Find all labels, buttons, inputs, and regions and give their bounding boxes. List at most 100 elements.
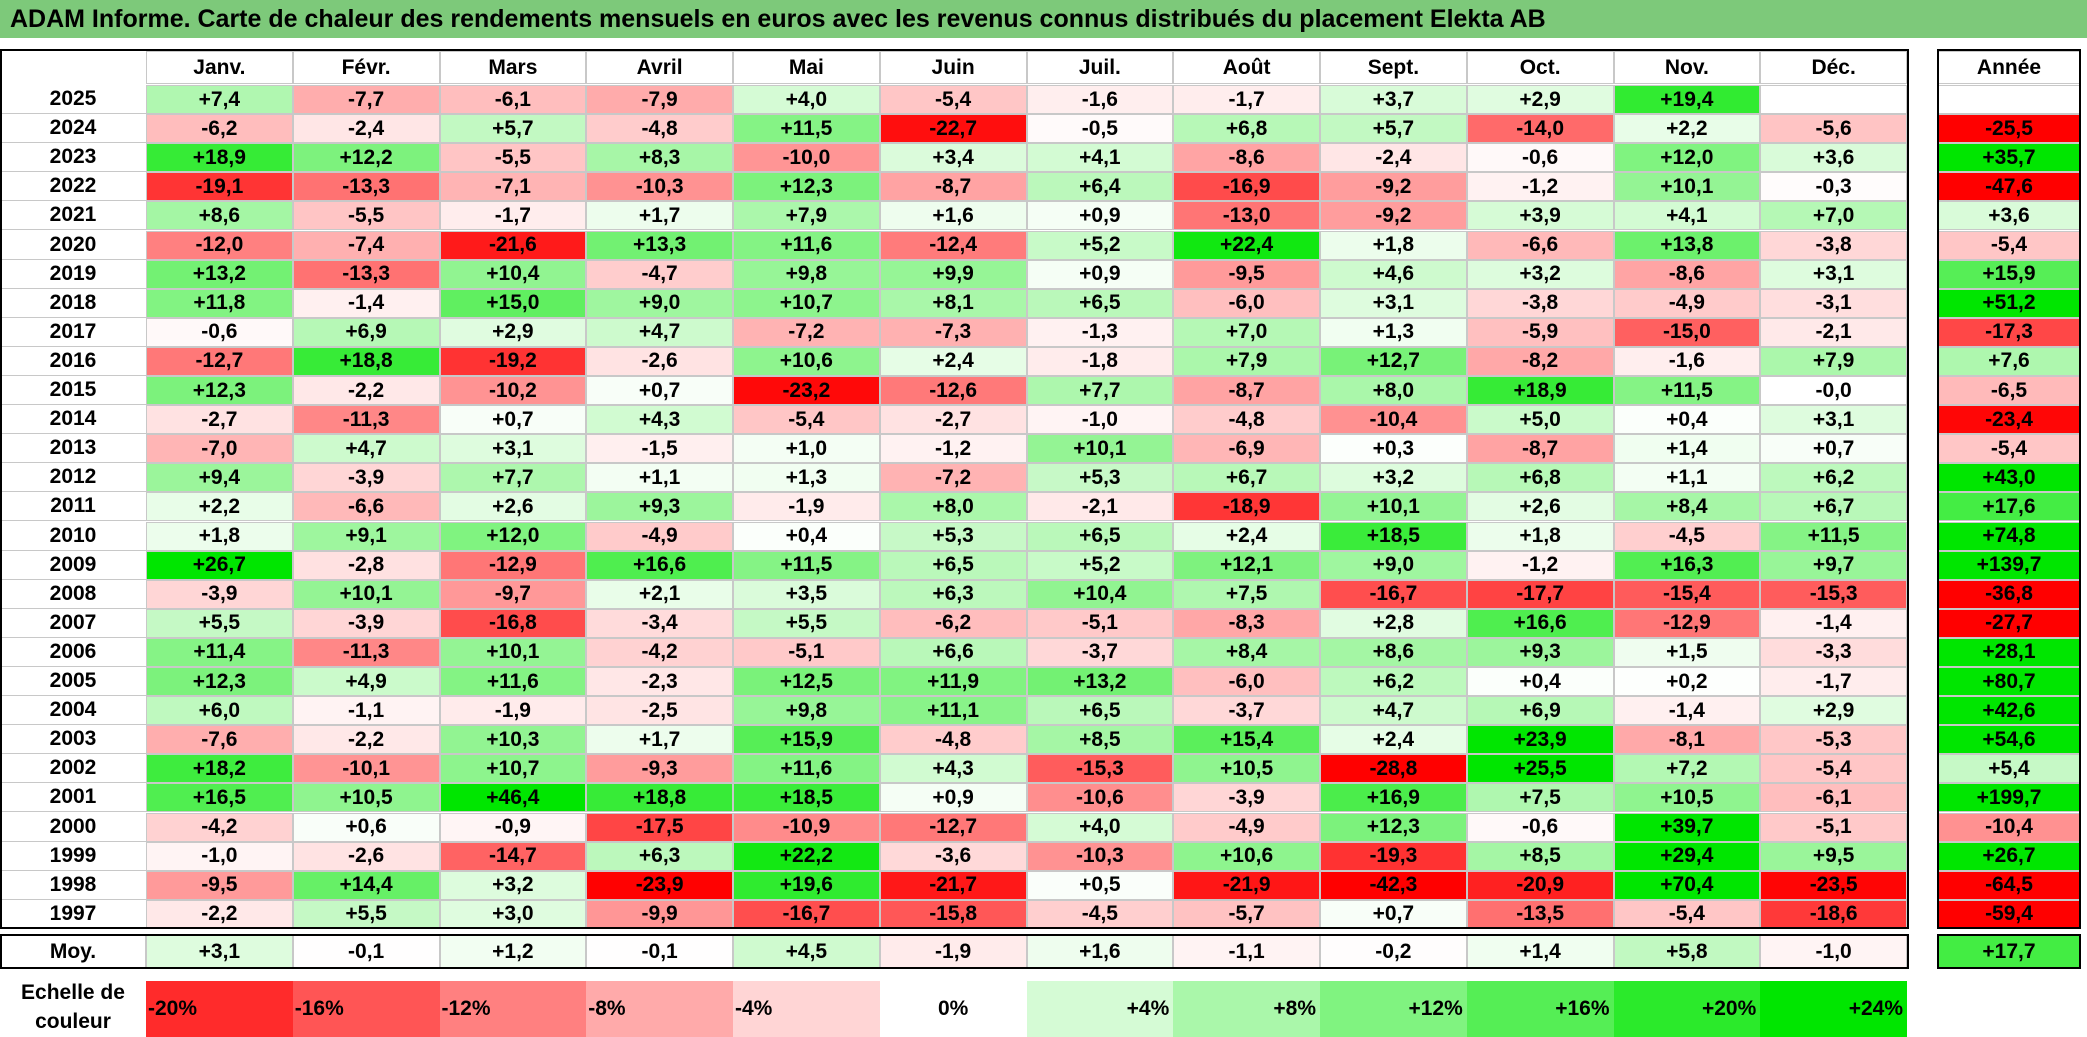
heatmap-cell: -6,6 xyxy=(292,492,440,522)
heatmap-cell: -0,6 xyxy=(1466,812,1614,842)
heatmap-cell: +12,5 xyxy=(733,667,880,697)
heatmap-cell: -19,3 xyxy=(1320,841,1467,871)
heatmap-cell: +5,3 xyxy=(879,521,1027,551)
annual-cell: +5,4 xyxy=(1938,754,2080,784)
row-year-label: 2019 xyxy=(0,259,146,289)
heatmap-cell: -5,4 xyxy=(1613,899,1761,929)
month-header: Août xyxy=(1173,51,1320,84)
heatmap-cell: -12,9 xyxy=(1613,608,1761,638)
heatmap-cell: -3,4 xyxy=(586,608,733,638)
heatmap-cell: +8,5 xyxy=(1466,841,1614,871)
annual-cell: -10,4 xyxy=(1938,812,2080,842)
row-year-label: 2025 xyxy=(0,85,146,115)
heatmap-cell: +14,4 xyxy=(292,870,440,900)
heatmap-cell: -4,7 xyxy=(586,259,733,289)
annual-cell: +80,7 xyxy=(1938,667,2080,697)
heatmap-cell: +2,2 xyxy=(146,492,293,522)
heatmap-cell: +3,1 xyxy=(1760,259,1907,289)
month-header: Déc. xyxy=(1760,51,1907,84)
heatmap-cell: +6,5 xyxy=(1026,288,1174,318)
heatmap-cell: -1,2 xyxy=(879,434,1027,464)
heatmap-cell: -8,7 xyxy=(879,172,1027,202)
heatmap-cell: +2,2 xyxy=(1613,114,1761,144)
heatmap-cell: -1,7 xyxy=(439,201,587,231)
color-scale-step: +8% xyxy=(1173,981,1320,1037)
heatmap-cell: +7,0 xyxy=(1760,201,1907,231)
month-header: Juin xyxy=(879,51,1027,84)
heatmap-cell: +5,2 xyxy=(1026,230,1174,260)
heatmap-cell: +3,1 xyxy=(439,434,587,464)
heatmap-cell: -1,4 xyxy=(1613,696,1761,726)
heatmap-cell: +3,2 xyxy=(439,870,587,900)
heatmap-cell: +11,4 xyxy=(146,637,293,667)
average-cell: -0,1 xyxy=(292,935,440,968)
heatmap-cell: +4,7 xyxy=(586,317,733,347)
heatmap-cell: +13,3 xyxy=(586,230,733,260)
heatmap-cell: +5,5 xyxy=(146,608,293,638)
annual-cell: +35,7 xyxy=(1938,143,2080,173)
heatmap-cell: +1,7 xyxy=(586,201,733,231)
heatmap-cell: -6,2 xyxy=(879,608,1027,638)
row-year-label: 2016 xyxy=(0,346,146,376)
heatmap-cell: -5,1 xyxy=(733,637,880,667)
row-year-label: 1998 xyxy=(0,870,146,900)
heatmap-cell: +10,5 xyxy=(1613,783,1761,813)
heatmap-cell: +0,7 xyxy=(586,376,733,406)
heatmap-cell: +11,8 xyxy=(146,288,293,318)
heatmap-cell: -3,9 xyxy=(1173,783,1320,813)
heatmap-cell: -1,9 xyxy=(733,492,880,522)
heatmap-cell: -2,2 xyxy=(292,376,440,406)
heatmap-cell: +6,9 xyxy=(292,317,440,347)
heatmap-cell: +0,6 xyxy=(292,812,440,842)
heatmap-cell: -7,1 xyxy=(439,172,587,202)
heatmap-cell: +5,5 xyxy=(292,899,440,929)
heatmap-cell: -1,2 xyxy=(1466,550,1614,580)
heatmap-cell: +12,0 xyxy=(439,521,587,551)
heatmap-cell: +1,6 xyxy=(879,201,1027,231)
color-scale-step: +24% xyxy=(1760,981,1907,1037)
heatmap-cell: -17,5 xyxy=(586,812,733,842)
heatmap-cell: -6,1 xyxy=(1760,783,1907,813)
annual-cell: +54,6 xyxy=(1938,725,2080,755)
heatmap-cell: -5,7 xyxy=(1173,899,1320,929)
heatmap-cell: -8,6 xyxy=(1613,259,1761,289)
heatmap-cell: +16,9 xyxy=(1320,783,1467,813)
heatmap-cell: +5,0 xyxy=(1466,405,1614,435)
row-year-label: 2015 xyxy=(0,376,146,406)
heatmap-cell: -11,3 xyxy=(292,637,440,667)
heatmap-cell: +5,7 xyxy=(439,114,587,144)
heatmap-cell: +10,7 xyxy=(733,288,880,318)
heatmap-cell: -12,7 xyxy=(879,812,1027,842)
color-scale-step: +20% xyxy=(1613,981,1761,1037)
heatmap-cell: -2,2 xyxy=(146,899,293,929)
heatmap-cell: +6,7 xyxy=(1760,492,1907,522)
heatmap-cell: +9,0 xyxy=(586,288,733,318)
heatmap-cell: -20,9 xyxy=(1466,870,1614,900)
heatmap-cell: +8,4 xyxy=(1613,492,1761,522)
heatmap-cell: -5,5 xyxy=(292,201,440,231)
heatmap-cell: +2,9 xyxy=(1760,696,1907,726)
month-header: Nov. xyxy=(1613,51,1761,84)
color-scale-step: -8% xyxy=(586,981,733,1037)
heatmap-cell: +39,7 xyxy=(1613,812,1761,842)
heatmap-cell: +16,3 xyxy=(1613,550,1761,580)
heatmap-cell: -7,3 xyxy=(879,317,1027,347)
heatmap-cell: -4,9 xyxy=(1613,288,1761,318)
heatmap-cell: -11,3 xyxy=(292,405,440,435)
heatmap-cell: -8,2 xyxy=(1466,346,1614,376)
row-year-label: 2009 xyxy=(0,550,146,580)
heatmap-cell: +11,6 xyxy=(439,667,587,697)
heatmap-cell: -10,6 xyxy=(1026,783,1174,813)
color-scale-step: +4% xyxy=(1026,981,1174,1037)
heatmap-cell: -22,7 xyxy=(879,114,1027,144)
heatmap-cell: -2,6 xyxy=(292,841,440,871)
average-cell: -1,9 xyxy=(879,935,1027,968)
heatmap-cell: -3,9 xyxy=(292,608,440,638)
heatmap-cell: -5,4 xyxy=(879,85,1027,115)
heatmap-cell: -2,2 xyxy=(292,725,440,755)
heatmap-cell: -19,1 xyxy=(146,172,293,202)
heatmap-cell: +18,2 xyxy=(146,754,293,784)
heatmap-cell: +6,5 xyxy=(1026,696,1174,726)
heatmap-cell: -12,9 xyxy=(439,550,587,580)
heatmap-cell: +2,4 xyxy=(879,346,1027,376)
